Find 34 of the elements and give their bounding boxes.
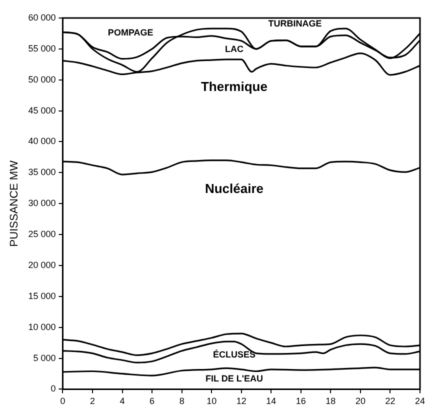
x-tick-label: 2	[90, 396, 96, 406]
x-tick-label: 18	[326, 396, 336, 406]
y-tick-label: 15 000	[28, 290, 56, 301]
y-tick-label: 25 000	[28, 229, 56, 240]
y-tick-label: 55 000	[28, 43, 56, 54]
series-label: ÉCLUSES	[212, 350, 256, 360]
series-label: FIL DE L'EAU	[205, 373, 263, 384]
series-label: Thermique	[200, 79, 268, 94]
x-tick-label: 24	[414, 396, 426, 406]
y-tick-label: 35 000	[28, 167, 56, 178]
y-tick-label: 45 000	[28, 105, 56, 116]
y-tick-label: 60 000	[28, 12, 56, 22]
annotation: POMPAGE	[108, 27, 154, 38]
y-tick-label: 20 000	[28, 260, 56, 270]
x-tick-label: 10	[206, 396, 217, 406]
series-label: TURBINAGE	[268, 18, 322, 29]
y-tick-label: 10 000	[28, 322, 56, 332]
y-tick-label: 40 000	[28, 136, 56, 146]
x-tick-label: 14	[266, 396, 276, 406]
x-tick-label: 22	[385, 396, 396, 406]
series-label: Nucléaire	[204, 180, 264, 196]
x-tick-label: 8	[179, 396, 184, 406]
x-tick-label: 16	[296, 396, 306, 406]
x-tick-label: 6	[150, 396, 155, 406]
x-tick-label: 0	[60, 396, 66, 406]
y-tick-label: 0	[50, 384, 56, 394]
x-tick-label: 12	[236, 396, 246, 406]
y-tick-label: 50 000	[28, 74, 56, 84]
x-tick-label: 4	[120, 396, 125, 406]
x-tick-label: 20	[355, 396, 366, 406]
series-label: LAC	[224, 44, 244, 54]
y-tick-label: 30 000	[28, 198, 56, 208]
y-axis-title: PUISSANCE MW	[8, 160, 21, 247]
y-tick-label: 5 000	[33, 352, 56, 363]
